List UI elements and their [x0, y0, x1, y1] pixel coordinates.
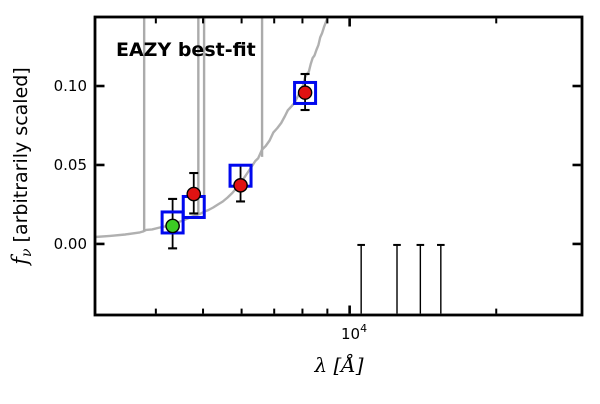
template-photometry-marker: [293, 80, 318, 105]
limits-layer: [357, 243, 445, 314]
annotation-eazy-best-fit: EAZY best-fit: [116, 39, 256, 61]
observed-photometry-layer: [165, 85, 313, 234]
plot-frame: [93, 15, 584, 317]
axis-ticks: [96, 18, 581, 314]
errorbars-layer: [168, 72, 310, 250]
emission-lines-layer: [142, 17, 264, 232]
observed-photometry-marker: [297, 85, 313, 100]
observed-photometry-marker: [165, 218, 180, 234]
y-tick-label: 0.10: [54, 77, 87, 95]
y-tick-label: 0.05: [54, 156, 87, 174]
y-tick-label: 0.00: [54, 235, 87, 253]
y-tick-labels: 0.00 0.05 0.10: [54, 77, 87, 253]
observed-photometry-marker: [233, 178, 248, 193]
observed-photometry-marker: [186, 186, 202, 202]
y-axis-label: fν[arbitrarily scaled]: [8, 67, 35, 267]
x-major-tick-label: 104: [341, 322, 367, 343]
x-axis-label: λ [Å]: [313, 352, 363, 377]
